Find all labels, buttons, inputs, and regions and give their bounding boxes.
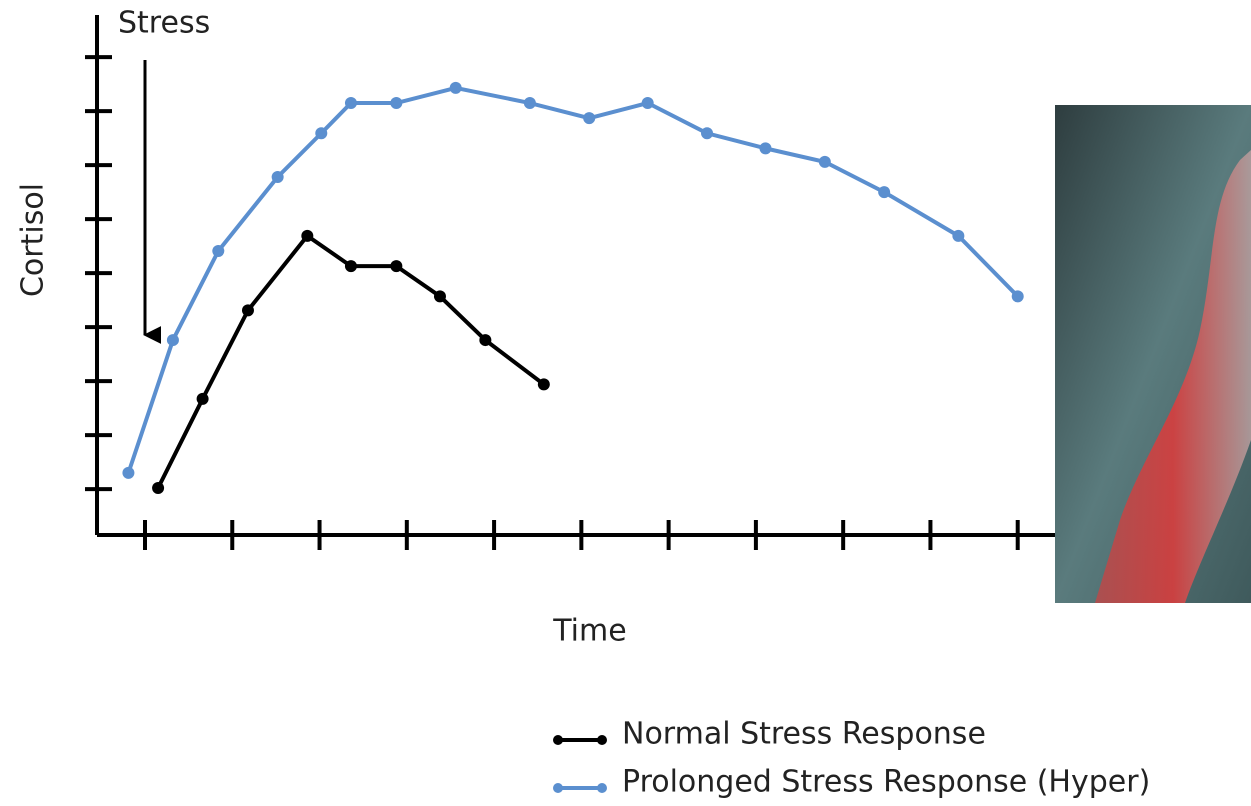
point [197, 393, 209, 405]
point [701, 127, 713, 139]
point [1012, 290, 1024, 302]
point [390, 97, 402, 109]
series-line [128, 88, 1017, 473]
legend: Normal Stress Response Prolonged Stress R… [553, 717, 1150, 800]
y-axis-label: Cortisol [16, 183, 51, 297]
point [538, 378, 550, 390]
point [242, 304, 254, 316]
point [301, 230, 313, 242]
point [345, 260, 357, 272]
point [434, 290, 446, 302]
point [642, 97, 654, 109]
point [272, 171, 284, 183]
point [450, 82, 462, 94]
legend-marker [597, 735, 607, 745]
legend-marker [553, 783, 563, 793]
point [479, 334, 491, 346]
point [759, 142, 771, 154]
point [583, 112, 595, 124]
legend-marker [597, 783, 607, 793]
point [315, 127, 327, 139]
point [524, 97, 536, 109]
x-axis-label: Time [552, 614, 626, 649]
annotation: Stress [118, 6, 210, 41]
point [212, 245, 224, 257]
chart: Stress Time Cortisol Normal Stress Respo… [0, 0, 1251, 806]
legend-marker [553, 735, 563, 745]
legend-label: Normal Stress Response [622, 717, 986, 752]
series-line [158, 236, 544, 488]
point [345, 97, 357, 109]
point [819, 156, 831, 168]
point [122, 467, 134, 479]
legend-label: Prolonged Stress Response (Hyper) [622, 765, 1150, 800]
point [878, 186, 890, 198]
point [152, 482, 164, 494]
point [390, 260, 402, 272]
axes [85, 15, 1055, 550]
point [952, 230, 964, 242]
photo [1055, 105, 1251, 603]
point [167, 334, 179, 346]
